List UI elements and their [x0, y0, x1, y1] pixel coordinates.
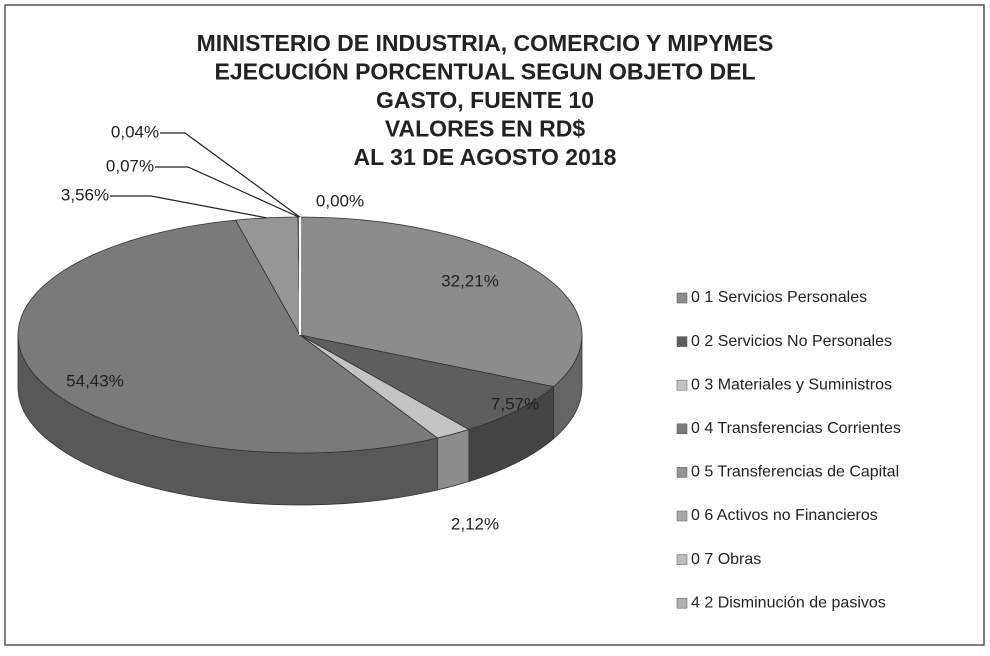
legend-label: 0 7 Obras [691, 551, 761, 568]
leader-line [155, 166, 299, 218]
legend-swatch [676, 336, 688, 347]
data-label: 3,56% [61, 185, 109, 204]
legend-swatch [676, 597, 688, 609]
data-label: 32,21% [441, 271, 499, 290]
legend-label: 0 6 Activos no Financieros [691, 507, 878, 524]
legend-swatch [676, 292, 688, 304]
pie-slice [299, 216, 583, 388]
chart-title: MINISTERIO DE INDUSTRIA, COMERCIO Y MIPY… [197, 30, 774, 56]
pie-side [437, 428, 470, 491]
data-label: 0,04% [111, 122, 159, 141]
legend-label: 4 2 Disminución de pasivos [691, 594, 886, 611]
chart-title: EJECUCIÓN PORCENTUAL SEGUN OBJETO DEL [214, 58, 755, 85]
data-label: 7,57% [491, 394, 539, 413]
data-label: 0,00% [316, 191, 364, 210]
legend-label: 0 1 Servicios Personales [691, 289, 867, 306]
pie-slice [299, 334, 555, 430]
data-label: 0,07% [106, 156, 154, 175]
leader-line [110, 195, 267, 219]
pie-slice [17, 219, 439, 454]
chart-title: GASTO, FUENTE 10 [376, 87, 594, 113]
legend-label: 0 3 Materiales y Suministros [691, 376, 892, 393]
legend-label: 0 2 Servicios No Personales [691, 333, 892, 350]
leader-line [160, 132, 301, 218]
legend-swatch [676, 467, 688, 478]
legend-swatch [676, 554, 688, 565]
legend-swatch [676, 379, 688, 391]
chart-title: AL 31 DE AGOSTO 2018 [354, 144, 617, 170]
legend-label: 0 5 Transferencias de Capital [691, 464, 899, 481]
data-label: 2,12% [451, 514, 499, 533]
legend-label: 0 4 Transferencias Corrientes [691, 420, 901, 437]
data-label: 54,43% [66, 371, 124, 390]
legend-swatch [676, 423, 688, 435]
legend-swatch [676, 510, 688, 522]
chart-title: VALORES EN RD$ [385, 116, 585, 142]
